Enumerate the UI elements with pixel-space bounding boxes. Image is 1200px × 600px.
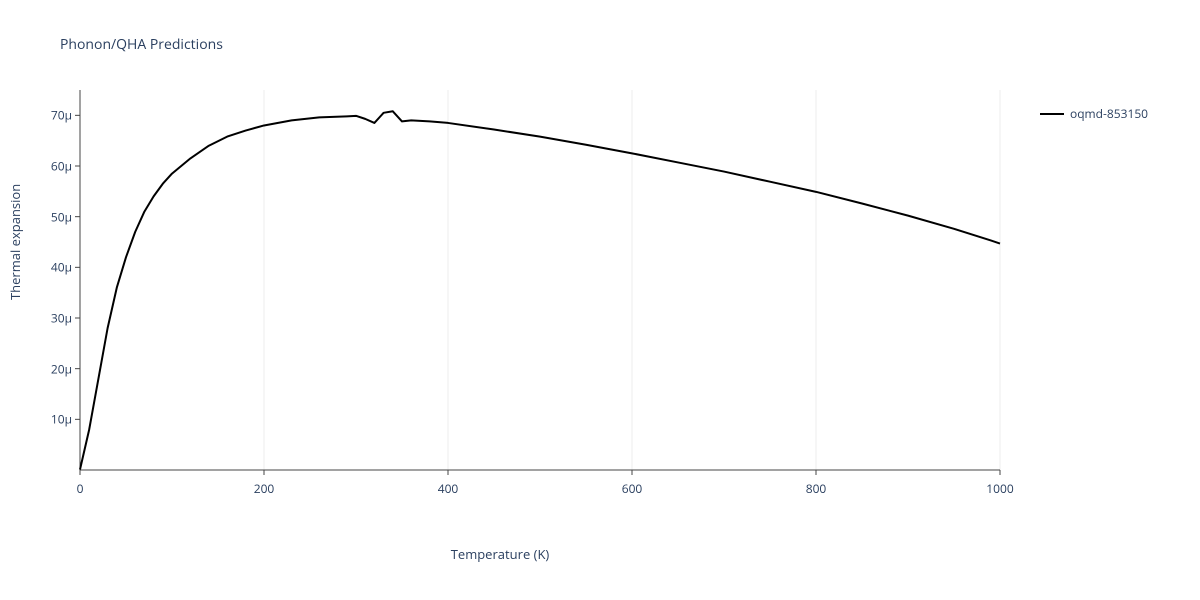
y-tick-label: 70μ (22, 107, 72, 124)
y-tick-label: 50μ (22, 208, 72, 225)
chart-container: Phonon/QHA Predictions Thermal expansion… (0, 0, 1200, 600)
x-axis-label: Temperature (K) (0, 545, 1000, 563)
chart-title: Phonon/QHA Predictions (60, 35, 223, 54)
x-tick-label: 0 (77, 480, 84, 497)
y-tick-label: 40μ (22, 259, 72, 276)
x-tick-label: 600 (622, 480, 643, 497)
x-tick-label: 400 (438, 480, 459, 497)
y-tick-label: 60μ (22, 158, 72, 175)
legend-label: oqmd-853150 (1070, 105, 1148, 122)
y-tick-label: 20μ (22, 360, 72, 377)
legend: oqmd-853150 (1040, 105, 1148, 122)
y-tick-label: 10μ (22, 411, 72, 428)
series-line (80, 111, 1000, 469)
plot-area (80, 90, 1000, 470)
legend-swatch-icon (1040, 113, 1064, 115)
x-tick-label: 1000 (986, 480, 1013, 497)
y-axis-label: Thermal expansion (6, 184, 24, 300)
x-tick-label: 800 (806, 480, 827, 497)
x-tick-label: 200 (254, 480, 275, 497)
y-tick-label: 30μ (22, 310, 72, 327)
